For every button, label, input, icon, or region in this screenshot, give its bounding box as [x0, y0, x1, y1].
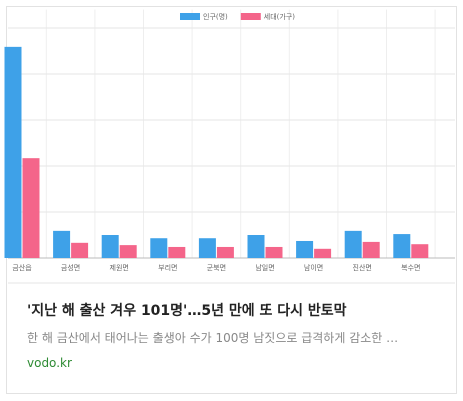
bar	[71, 242, 89, 258]
x-tick-label: 금성면	[61, 263, 80, 272]
x-tick-label: 부리면	[158, 263, 177, 272]
bar	[344, 230, 362, 258]
x-tick-label: 진산면	[353, 263, 372, 272]
bar	[22, 158, 40, 258]
bar	[362, 241, 380, 258]
chart: 인구(명) 세대(가구) 금산읍 금성면 제원면 부리면 군북면 남일면 남이면 진산면 복수면	[4, 8, 455, 284]
headline[interactable]: '지난 해 출산 겨우 101명'…5년 만에 또 다시 반토막	[27, 303, 347, 319]
description: 한 해 금산에서 태어나는 출생아 수가 100명 남짓으로 급격하게 감소한 …	[27, 331, 399, 345]
bar	[119, 245, 137, 258]
x-tick-label: 금산읍	[12, 263, 32, 272]
bar	[101, 235, 119, 258]
x-tick-label: 복수면	[401, 263, 420, 272]
bar	[247, 235, 265, 258]
bar	[296, 240, 314, 258]
bar	[198, 238, 216, 258]
bar	[216, 246, 234, 258]
source[interactable]: vodo.kr	[27, 356, 72, 370]
x-tick-label: 군북면	[207, 263, 226, 272]
legend-label: 세대(가구)	[264, 12, 295, 21]
x-tick-label: 남이면	[304, 263, 323, 272]
bar	[265, 246, 283, 258]
bar	[393, 234, 411, 258]
bar	[53, 230, 71, 258]
chart-frame	[8, 8, 455, 284]
bar	[168, 246, 186, 258]
x-tick-label: 남일면	[255, 263, 274, 272]
bar	[150, 238, 168, 258]
legend-swatch	[180, 13, 200, 20]
legend-label: 인구(명)	[203, 12, 228, 21]
bar	[314, 248, 332, 258]
x-tick-label: 제원면	[110, 263, 129, 272]
bar	[4, 46, 22, 258]
legend-swatch	[240, 13, 261, 20]
bar	[411, 244, 429, 258]
